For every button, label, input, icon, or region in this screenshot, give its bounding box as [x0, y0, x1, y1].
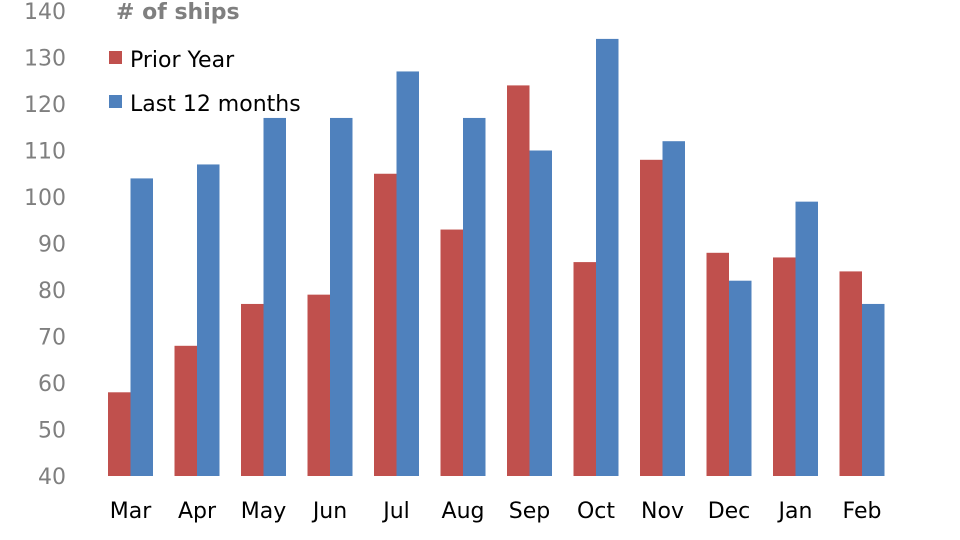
bar-last-12-months-dec	[729, 280, 752, 476]
x-tick-label: Aug	[442, 499, 485, 524]
legend-label: Last 12 months	[130, 92, 301, 117]
x-tick-label: Dec	[708, 499, 751, 524]
bar-last-12-months-feb	[862, 303, 885, 476]
x-tick-label: Nov	[641, 499, 684, 524]
bar-last-12-months-jul	[396, 71, 419, 476]
bar-last-12-months-nov	[662, 141, 685, 476]
x-tick-label: Feb	[843, 499, 882, 524]
x-tick-label: Jan	[777, 499, 813, 524]
y-tick-label: 120	[24, 93, 66, 118]
x-tick-label: Mar	[110, 499, 152, 524]
x-tick-label: Apr	[178, 499, 217, 524]
y-tick-label: 40	[38, 465, 66, 490]
y-axis: 40 50 60 70 80 90 100 110 120 130 140	[24, 0, 66, 490]
x-tick-label: Jul	[381, 499, 410, 524]
bar-last-12-months-oct	[596, 38, 619, 477]
y-tick-label: 60	[38, 372, 66, 397]
y-tick-label: 50	[38, 419, 66, 444]
bar-last-12-months-may	[263, 117, 286, 476]
bar-last-12-months-apr	[197, 164, 220, 476]
y-tick-label: 100	[24, 186, 66, 211]
bar-prior-year-sep	[507, 85, 530, 477]
y-tick-label: 140	[24, 0, 66, 25]
x-tick-label: Jun	[311, 499, 347, 524]
y-tick-label: 90	[38, 233, 66, 258]
y-tick-label: 80	[38, 279, 66, 304]
x-tick-label: May	[241, 499, 286, 524]
bar-prior-year-may	[241, 303, 264, 476]
bar-prior-year-jun	[307, 294, 330, 476]
bar-last-12-months-jun	[330, 117, 353, 476]
y-tick-label: 110	[24, 140, 66, 165]
legend-label: Prior Year	[130, 48, 235, 73]
bar-prior-year-dec	[706, 252, 729, 476]
bar-prior-year-aug	[440, 229, 463, 476]
bar-last-12-months-jan	[795, 201, 818, 476]
x-tick-label: Oct	[577, 499, 615, 524]
bars	[108, 38, 885, 477]
bar-last-12-months-mar	[130, 178, 153, 476]
bar-prior-year-jan	[773, 257, 796, 476]
bar-last-12-months-aug	[463, 117, 486, 476]
legend-swatch	[109, 51, 122, 64]
y-axis-label: # of ships	[116, 0, 240, 25]
legend-swatch	[109, 95, 122, 108]
bar-prior-year-feb	[839, 271, 862, 476]
bar-prior-year-mar	[108, 392, 131, 476]
bar-prior-year-jul	[374, 173, 397, 476]
bar-prior-year-apr	[174, 345, 197, 476]
bar-prior-year-oct	[573, 262, 596, 476]
legend: Prior Year Last 12 months	[109, 48, 301, 117]
bar-prior-year-nov	[640, 159, 663, 477]
bar-last-12-months-sep	[529, 150, 552, 476]
x-axis: Mar Apr May Jun Jul Aug Sep Oct Nov Dec Jan Feb	[110, 499, 882, 524]
y-tick-label: 130	[24, 47, 66, 72]
x-tick-label: Sep	[509, 499, 550, 524]
y-tick-label: 70	[38, 326, 66, 351]
